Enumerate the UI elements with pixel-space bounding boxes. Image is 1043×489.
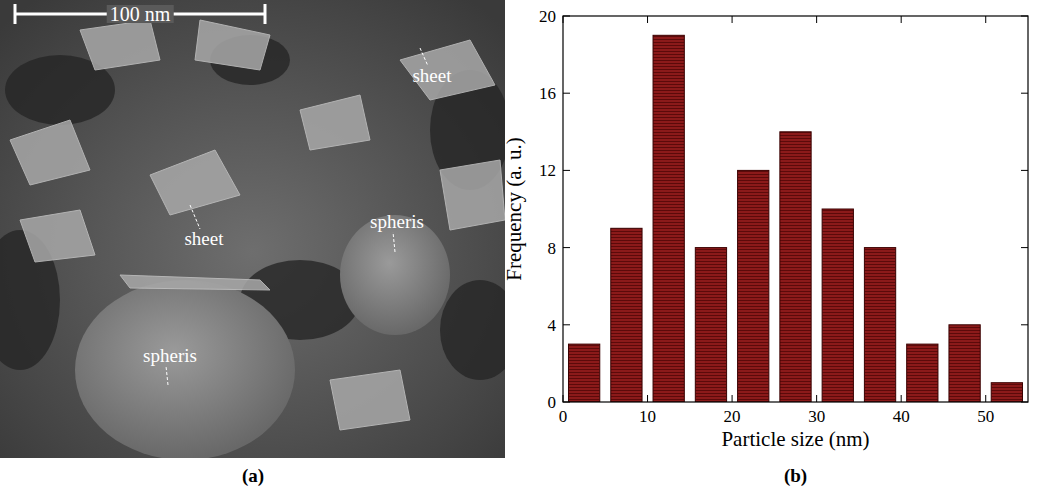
bars [568, 35, 1022, 402]
x-tick-label: 40 [893, 407, 910, 426]
sheet-shape [195, 20, 270, 70]
sphere [75, 280, 295, 458]
y-axis-title: Frequency (a. u.) [502, 137, 526, 280]
bar [991, 383, 1022, 402]
annotation-arrow [420, 48, 428, 66]
panel-label: (b) [784, 465, 807, 487]
y-tick-right [1021, 247, 1028, 248]
y-tick-right [1021, 402, 1028, 403]
y-tick [563, 16, 570, 17]
annotation-arrow [166, 366, 168, 385]
y-tick-label: 4 [548, 316, 557, 335]
image-panel [0, 0, 505, 458]
y-tick-right [1021, 324, 1028, 325]
annotation-arrow [393, 232, 395, 252]
y-tick-label: 16 [539, 84, 556, 103]
scale-bar: 100 nm [15, 3, 265, 25]
x-tick-label: 20 [724, 407, 741, 426]
y-tick-label: 8 [548, 239, 557, 258]
x-tick-top [563, 16, 564, 23]
x-tick-top [647, 16, 648, 23]
bar [864, 248, 895, 402]
annotation: sheet [412, 65, 452, 86]
x-tick-label: 10 [639, 407, 656, 426]
x-axis-title: Particle size (nm) [721, 427, 869, 451]
bar [611, 228, 642, 402]
plot-frame [563, 16, 1028, 402]
shadow [440, 280, 505, 380]
annotation: sheet [184, 228, 224, 249]
y-tick [563, 324, 570, 325]
y-tick-right [1021, 170, 1028, 171]
sheet-shape [440, 160, 505, 230]
x-tick-label: 30 [808, 407, 825, 426]
annotation-arrow [190, 205, 200, 229]
sheet-shape [330, 370, 410, 430]
y-tick-label: 0 [548, 393, 557, 412]
y-tick-right [1021, 93, 1028, 94]
bar [907, 344, 938, 402]
y-tick [563, 93, 570, 94]
bar [568, 344, 599, 402]
x-tick [647, 395, 648, 402]
bar [738, 170, 769, 402]
y-tick [563, 247, 570, 248]
scale-bar-label: 100 nm [110, 3, 171, 25]
sheet-shape [20, 210, 95, 262]
sheet-shape [150, 150, 240, 215]
scale-bar-end [264, 4, 267, 24]
bar [780, 132, 811, 402]
x-tick-top [732, 16, 733, 23]
sheet-shape [300, 95, 370, 150]
bar [653, 35, 684, 402]
y-tick-label: 20 [539, 7, 556, 26]
bar [822, 209, 853, 402]
x-tick [816, 395, 817, 402]
x-tick-label: 0 [559, 407, 568, 426]
x-tick-top [985, 16, 986, 23]
x-tick-label: 50 [977, 407, 994, 426]
y-tick [563, 402, 570, 403]
y-tick [563, 170, 570, 171]
bar [949, 325, 980, 402]
scale-bar-end [14, 4, 17, 24]
sheet-shape [120, 275, 270, 290]
sheet-shape [80, 20, 160, 70]
panel-label: (a) [242, 465, 264, 487]
y-tick-right [1021, 16, 1028, 17]
x-tick [732, 395, 733, 402]
sphere [340, 215, 450, 335]
sheet-shape [400, 40, 495, 100]
annotation: spheris [370, 211, 424, 232]
annotation: spheris [143, 345, 197, 366]
y-tick-label: 12 [539, 161, 556, 180]
sheet-shape [10, 120, 90, 185]
x-tick-top [901, 16, 902, 23]
bar [695, 248, 726, 402]
x-tick-top [816, 16, 817, 23]
x-tick [563, 395, 564, 402]
x-tick [901, 395, 902, 402]
figure: 100 nm sheet sheet spheris spheris (a) 0 4 8 12 16… [0, 0, 1043, 489]
x-tick [985, 395, 986, 402]
